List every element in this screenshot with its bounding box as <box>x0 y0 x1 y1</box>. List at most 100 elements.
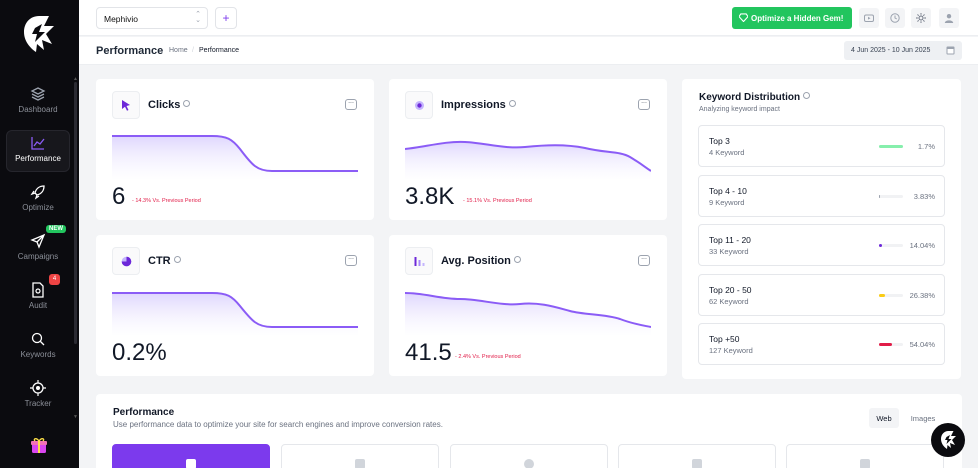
logo-icon <box>941 431 956 449</box>
audit-count-badge: 4 <box>49 274 60 285</box>
optimize-hidden-gem-button[interactable]: Optimize a Hidden Gem! <box>732 7 852 29</box>
tab-web[interactable]: Web <box>869 408 899 428</box>
impressions-sparkline <box>405 140 651 179</box>
info-icon[interactable] <box>173 256 181 263</box>
sidebar-scrollbar[interactable] <box>74 82 77 344</box>
keyword-range-count: 62 Keyword <box>709 296 749 306</box>
more-button[interactable]: ... <box>638 254 650 266</box>
sidebar-item-dashboard[interactable]: Dashboard <box>6 82 70 124</box>
keyword-range-row[interactable]: Top 4 - 10 9 Keyword 3.83% <box>698 174 945 217</box>
keyword-range-count: 9 Keyword <box>709 197 745 207</box>
date-range-picker[interactable]: 4 Jun 2025 - 10 Jun 2025 <box>844 41 962 60</box>
segmented-control: Web Images <box>869 408 946 428</box>
send-icon <box>30 233 46 249</box>
tile-icon <box>186 459 196 468</box>
new-badge: NEW <box>46 225 66 233</box>
info-icon[interactable] <box>513 256 521 263</box>
section-subtitle: Use performance data to optimize your si… <box>113 420 443 429</box>
keyword-range-count: 127 Keyword <box>709 346 753 355</box>
keyword-range-bar-fill <box>879 244 883 247</box>
keyword-range-row[interactable]: Top 3 4 Keyword 1.7% <box>698 125 945 167</box>
youtube-icon[interactable] <box>859 8 879 28</box>
keyword-range-row[interactable]: Top 20 - 50 62 Keyword 26.38% <box>698 273 945 316</box>
more-button[interactable]: ... <box>345 254 357 266</box>
keyword-range-row[interactable]: Top +50 127 Keyword 54.04% <box>698 323 945 365</box>
tile-icon <box>860 459 870 468</box>
performance-tile-clicks[interactable] <box>112 444 270 468</box>
more-button[interactable]: ... <box>638 98 650 110</box>
clock-icon[interactable] <box>885 8 905 28</box>
date-range-label: 4 Jun 2025 - 10 Jun 2025 <box>851 47 931 54</box>
layers-icon <box>30 87 46 101</box>
file-search-icon <box>32 282 44 298</box>
tile-icon <box>355 459 365 468</box>
section-title: Performance <box>113 407 175 418</box>
metric-value: 3.8K <box>405 183 455 210</box>
tile-icon <box>692 459 702 468</box>
metric-change: - 2.4% Vs. Previous Period <box>455 354 521 360</box>
page-title: Performance <box>96 45 164 57</box>
sidebar-item-campaigns[interactable]: NEW Campaigns <box>6 225 70 271</box>
sun-icon[interactable] <box>911 8 931 28</box>
keyword-range-bar <box>879 343 903 346</box>
logo-icon[interactable] <box>22 14 56 54</box>
impressions-card: Impressions ... 3.8K - 15.1% Vs. Previou… <box>389 79 667 220</box>
keyword-distribution-title: Keyword Distribution <box>699 92 811 103</box>
metric-label: CTR <box>148 255 181 267</box>
top-bar: Mephivio ⌃ ⌄ + Optimize a Hidden Gem! <box>79 0 978 36</box>
add-project-button[interactable]: + <box>215 7 237 29</box>
project-select-value: Mephivio <box>104 14 139 24</box>
performance-tile-impressions[interactable] <box>281 444 439 468</box>
scroll-up-arrow[interactable]: ▲ <box>73 76 78 82</box>
sidebar-item-label: Campaigns <box>17 252 59 261</box>
gift-icon[interactable] <box>30 436 48 454</box>
sidebar-item-tracker[interactable]: Tracker <box>6 376 70 418</box>
sidebar-item-label: Audit <box>28 301 48 310</box>
metric-value: 41.5 <box>405 339 452 366</box>
bars-icon <box>414 257 425 266</box>
breadcrumb-home[interactable]: Home <box>169 47 188 54</box>
performance-tile-position[interactable] <box>618 444 776 468</box>
performance-tile-keywords[interactable] <box>786 444 944 468</box>
user-icon[interactable] <box>939 8 959 28</box>
keyword-range-bar-fill <box>879 343 892 346</box>
keyword-distribution-subtitle: Analyzing keyword impact <box>699 106 780 113</box>
metric-label: Clicks <box>148 99 191 111</box>
project-select[interactable]: Mephivio ⌃ ⌄ <box>96 7 208 29</box>
metric-label: Impressions <box>441 99 516 111</box>
metric-change: - 14.3% Vs. Previous Period <box>132 198 201 204</box>
sidebar-item-label: Keywords <box>20 350 56 359</box>
gem-icon <box>739 13 748 22</box>
keyword-range-bar-fill <box>879 145 903 148</box>
scroll-down-arrow[interactable]: ▼ <box>73 414 78 420</box>
tab-images[interactable]: Images <box>910 414 936 423</box>
metric-icon-box <box>112 247 140 275</box>
info-icon[interactable] <box>508 100 516 107</box>
tile-icon <box>524 459 534 468</box>
keyword-range-name: Top 4 - 10 <box>709 185 747 196</box>
chevron-up-down-icon: ⌃ ⌄ <box>195 11 201 24</box>
sidebar-item-optimize[interactable]: Optimize <box>6 180 70 222</box>
sidebar-item-keywords[interactable]: Keywords <box>6 327 70 369</box>
eye-icon <box>415 101 424 110</box>
sidebar-item-performance[interactable]: Performance <box>6 130 70 172</box>
clicks-sparkline <box>112 135 358 179</box>
keyword-range-percent: 14.04% <box>909 241 935 250</box>
avg-position-card: Avg. Position ... 41.5 - 2.4% Vs. Previo… <box>389 235 667 376</box>
help-chat-button[interactable] <box>931 423 965 457</box>
keyword-range-name: Top 20 - 50 <box>709 284 752 295</box>
performance-tile-ctr[interactable] <box>450 444 608 468</box>
info-icon[interactable] <box>803 92 811 99</box>
keyword-range-bar <box>879 293 903 297</box>
metric-icon-box <box>405 91 433 119</box>
page-header: Performance Home / Performance 4 Jun 202… <box>79 37 978 65</box>
crosshair-icon <box>30 380 46 396</box>
keyword-range-count: 4 Keyword <box>709 148 745 157</box>
keyword-range-name: Top +50 <box>709 334 740 344</box>
info-icon[interactable] <box>183 100 191 107</box>
more-button[interactable]: ... <box>345 98 357 110</box>
keyword-range-percent: 26.38% <box>909 290 935 300</box>
keyword-range-row[interactable]: Top 11 - 20 33 Keyword 14.04% <box>698 224 945 266</box>
sidebar-item-label: Dashboard <box>18 105 58 114</box>
sidebar-item-audit[interactable]: 4 Audit <box>6 274 70 320</box>
